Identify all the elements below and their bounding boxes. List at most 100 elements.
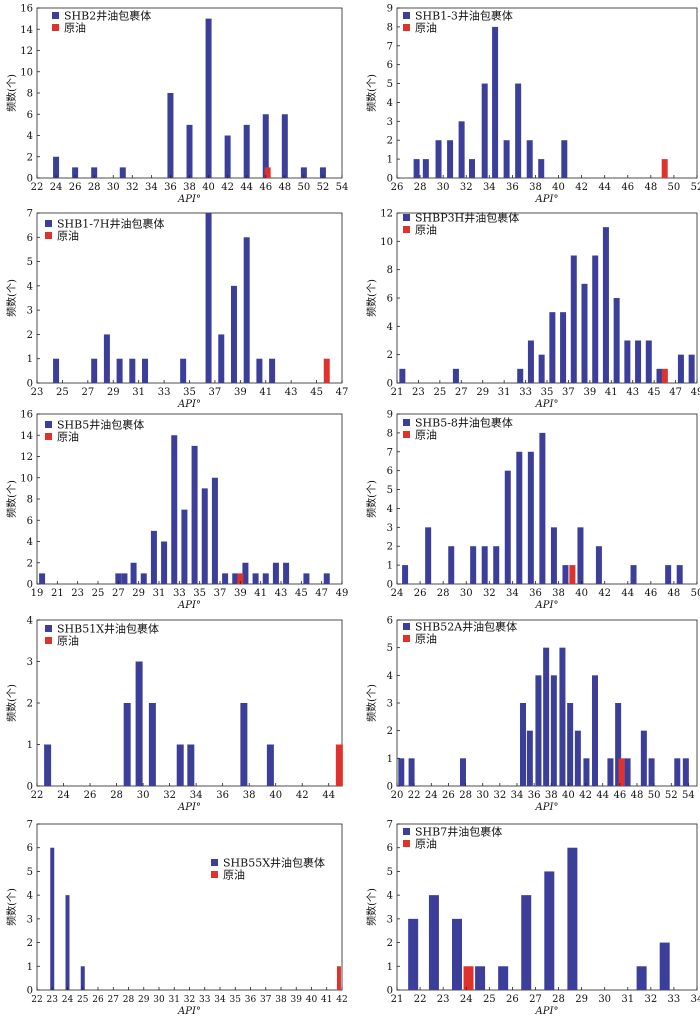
- inclusion-bar: [648, 758, 655, 786]
- x-axis-label: API°: [535, 399, 559, 410]
- inclusion-bar: [624, 758, 631, 786]
- x-tick-label: 30: [107, 182, 120, 193]
- x-tick-label: 21: [51, 588, 64, 599]
- y-tick-label: 3: [27, 657, 33, 668]
- inclusion-bar: [526, 140, 533, 178]
- x-tick-label: 34: [145, 182, 158, 193]
- inclusion-bar: [399, 368, 406, 383]
- x-tick-label: 27: [108, 995, 120, 1005]
- legend-swatch-crude: [45, 433, 52, 440]
- inclusion-bar: [319, 167, 326, 178]
- y-axis-label: 频数(个): [5, 74, 18, 112]
- inclusion-bar: [130, 562, 137, 584]
- x-tick-label: 48: [278, 182, 291, 193]
- inclusion-bar: [543, 647, 550, 786]
- inclusion-bar: [567, 847, 578, 990]
- inclusion-bar: [187, 744, 195, 786]
- y-tick-label: 1: [387, 962, 393, 973]
- x-axis-label: API°: [177, 194, 201, 205]
- x-tick-label: 45: [295, 588, 308, 599]
- legend-label-inclusion: SHB51X井油包裹体: [57, 622, 159, 636]
- x-tick-label: 30: [437, 182, 450, 193]
- x-tick-label: 29: [476, 387, 489, 398]
- y-tick-label: 2: [27, 330, 33, 341]
- x-tick-label: 29: [138, 995, 150, 1005]
- y-tick-label: 4: [27, 616, 33, 627]
- chart-panel-9: 22 23 24 25 26 27 28 29 30 31 32 33 34 35 36 37 38 39 40 41…: [5, 820, 348, 1018]
- inclusion-bar: [469, 159, 475, 178]
- x-tick-label: 37: [562, 387, 575, 398]
- x-tick-label: 26: [442, 790, 455, 801]
- y-tick-label: 4: [27, 537, 33, 548]
- inclusion-bar: [659, 942, 670, 990]
- inclusion-bar: [230, 285, 237, 383]
- y-tick-label: 0: [387, 782, 393, 793]
- inclusion-bar: [191, 445, 198, 584]
- inclusion-bar: [677, 354, 684, 383]
- x-tick-label: 24: [425, 790, 438, 801]
- x-tick-label: 41: [321, 995, 332, 1005]
- inclusion-bar: [150, 530, 157, 584]
- inclusion-bar: [252, 573, 259, 584]
- legend-swatch-crude: [403, 226, 410, 233]
- x-tick-label: 44: [598, 182, 611, 193]
- inclusion-bar: [592, 255, 599, 383]
- y-tick-label: 5: [387, 485, 393, 496]
- x-tick-label: 36: [506, 182, 519, 193]
- x-tick-label: 52: [691, 182, 700, 193]
- x-tick-label: 34: [506, 588, 519, 599]
- inclusion-bar: [240, 703, 248, 786]
- inclusion-bar: [447, 140, 454, 178]
- y-tick-label: 6: [387, 616, 393, 627]
- inclusion-bar: [520, 703, 526, 786]
- inclusion-bar: [516, 451, 523, 584]
- legend-swatch-crude: [403, 431, 410, 438]
- inclusion-bar: [148, 703, 156, 786]
- x-tick-label: 46: [644, 588, 657, 599]
- x-tick-label: 33: [173, 588, 186, 599]
- x-tick-label: 41: [605, 387, 618, 398]
- x-tick-label: 36: [216, 790, 229, 801]
- x-tick-label: 24: [391, 588, 404, 599]
- inclusion-bar: [140, 573, 147, 584]
- y-tick-label: 4: [27, 891, 33, 902]
- legend-swatch-inclusion: [45, 421, 52, 428]
- y-tick-label: 2: [387, 136, 393, 147]
- x-tick-label: 32: [184, 995, 195, 1005]
- inclusion-bar: [50, 847, 55, 990]
- inclusion-bar: [53, 358, 60, 383]
- inclusion-bar: [119, 167, 126, 178]
- x-tick-label: 40: [562, 790, 575, 801]
- legend-label-crude: 原油: [223, 868, 245, 882]
- x-axis-label: API°: [535, 194, 559, 205]
- x-tick-label: 44: [240, 182, 253, 193]
- inclusion-bar: [201, 488, 208, 584]
- inclusion-bar: [645, 340, 652, 383]
- x-tick-label: 24: [62, 995, 74, 1005]
- inclusion-bar: [515, 83, 522, 178]
- x-tick-label: 34: [511, 790, 524, 801]
- inclusion-bar: [262, 573, 269, 584]
- plot-frame: [396, 7, 698, 179]
- legend-swatch-crude: [211, 871, 218, 878]
- inclusion-bar: [269, 358, 276, 383]
- inclusion-bar: [676, 565, 683, 584]
- inclusion-bar: [123, 703, 131, 786]
- x-tick-label: 22: [414, 994, 427, 1005]
- inclusion-bar: [218, 334, 225, 383]
- y-tick-label: 8: [27, 495, 33, 506]
- inclusion-bar: [44, 744, 52, 786]
- y-tick-label: 7: [387, 447, 393, 458]
- x-tick-label: 28: [110, 790, 123, 801]
- y-tick-label: 10: [380, 237, 393, 248]
- crude-oil-bar: [463, 966, 474, 990]
- legend-label-crude: 原油: [57, 430, 79, 444]
- x-axis-label: API°: [177, 399, 201, 410]
- legend-swatch-crude: [403, 635, 410, 642]
- inclusion-bar: [281, 114, 288, 178]
- legend-label-inclusion: SHB55X井油包裹体: [223, 856, 325, 870]
- crude-oil-bar: [264, 167, 271, 178]
- inclusion-bar: [242, 562, 249, 584]
- inclusion-bar: [567, 703, 574, 786]
- y-axis-label: 频数(个): [365, 74, 378, 112]
